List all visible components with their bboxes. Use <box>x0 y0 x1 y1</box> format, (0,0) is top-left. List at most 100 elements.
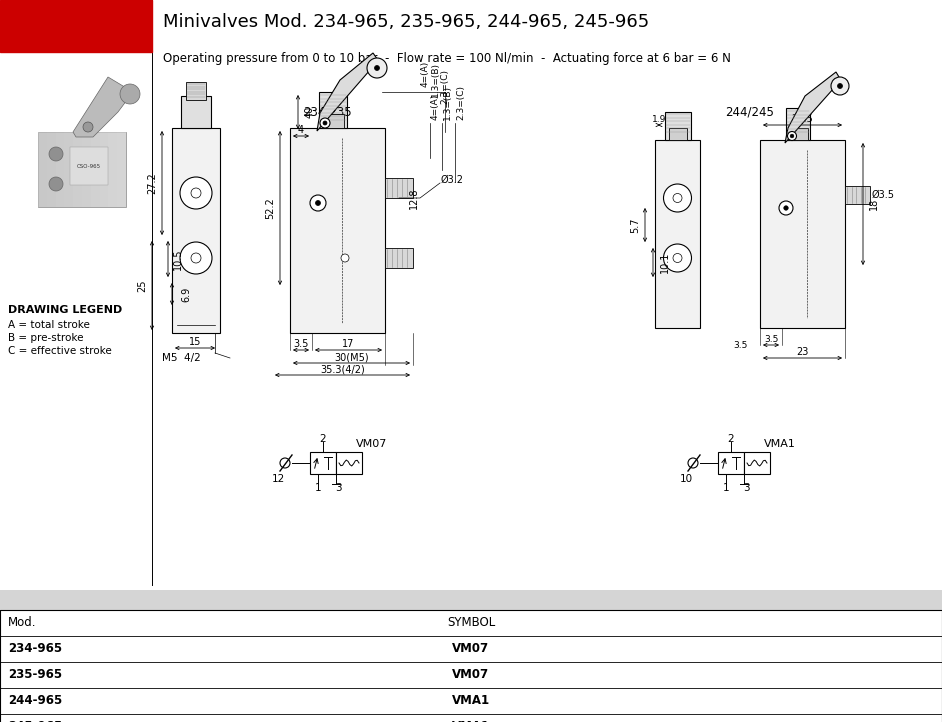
Text: 10.5: 10.5 <box>173 248 183 270</box>
Text: 35.3(4/2): 35.3(4/2) <box>320 364 365 374</box>
Bar <box>760 140 845 328</box>
Bar <box>100 132 108 207</box>
Text: 3.5: 3.5 <box>764 334 778 344</box>
Text: 244-965: 244-965 <box>8 695 62 708</box>
Circle shape <box>779 201 793 215</box>
Polygon shape <box>73 77 133 137</box>
Text: 234-965: 234-965 <box>8 643 62 656</box>
Text: 6.9: 6.9 <box>181 287 191 302</box>
Text: 2: 2 <box>319 434 326 444</box>
Text: CSO-965: CSO-965 <box>77 163 101 168</box>
Bar <box>70 147 108 185</box>
Text: VMA1: VMA1 <box>764 439 796 449</box>
Text: 3: 3 <box>742 483 749 493</box>
Circle shape <box>316 201 320 206</box>
Bar <box>181 96 211 128</box>
Text: Operating pressure from 0 to 10 bar  -  Flow rate = 100 Nl/min  -  Actuating for: Operating pressure from 0 to 10 bar - Fl… <box>163 52 731 65</box>
Text: 18: 18 <box>869 198 879 210</box>
Text: M5  4/2: M5 4/2 <box>162 353 201 363</box>
Circle shape <box>788 131 797 141</box>
Text: 17: 17 <box>342 339 355 349</box>
Text: SYMBOL: SYMBOL <box>447 617 495 630</box>
Text: 245-965: 245-965 <box>8 721 62 722</box>
Text: 244/245: 244/245 <box>725 105 774 118</box>
Text: VM07: VM07 <box>452 643 490 656</box>
Circle shape <box>790 134 794 138</box>
Text: 235-965: 235-965 <box>8 669 62 682</box>
Circle shape <box>663 244 691 272</box>
Circle shape <box>673 193 682 202</box>
Bar <box>186 82 206 100</box>
Bar <box>64 132 73 207</box>
Circle shape <box>831 77 849 95</box>
Bar <box>385 178 413 198</box>
Bar <box>290 128 385 333</box>
Text: 4=(A): 4=(A) <box>420 61 430 87</box>
Bar <box>0 610 942 722</box>
Bar <box>56 132 64 207</box>
Circle shape <box>120 84 140 104</box>
Circle shape <box>191 253 201 263</box>
Text: 2: 2 <box>727 434 735 444</box>
Text: 4=(A): 4=(A) <box>431 94 440 120</box>
Bar <box>8 62 148 237</box>
Text: 15: 15 <box>188 337 202 347</box>
Bar <box>47 132 56 207</box>
Bar <box>664 112 690 140</box>
Text: VMA1: VMA1 <box>452 721 490 722</box>
Text: Minivalves Mod. 234-965, 235-965, 244-965, 245-965: Minivalves Mod. 234-965, 235-965, 244-96… <box>163 13 649 31</box>
Bar <box>718 452 744 474</box>
Text: Ø3.5: Ø3.5 <box>872 190 895 200</box>
Text: 1: 1 <box>315 483 321 493</box>
Text: 1.3=(B): 1.3=(B) <box>443 85 452 120</box>
Text: 52.2: 52.2 <box>265 197 275 219</box>
Bar <box>336 452 362 474</box>
Text: 3.5: 3.5 <box>293 339 309 349</box>
Circle shape <box>310 195 326 211</box>
Bar <box>108 132 117 207</box>
Text: 25: 25 <box>137 279 147 292</box>
Bar <box>318 92 347 128</box>
Text: 27.5: 27.5 <box>791 114 813 124</box>
Bar <box>786 108 809 140</box>
Circle shape <box>180 242 212 274</box>
Polygon shape <box>785 72 842 143</box>
Circle shape <box>49 177 63 191</box>
Circle shape <box>688 458 698 468</box>
Polygon shape <box>317 53 380 131</box>
Bar <box>788 128 807 140</box>
Bar <box>172 128 220 333</box>
Circle shape <box>341 254 349 262</box>
Bar <box>744 452 770 474</box>
Bar <box>117 132 126 207</box>
Text: 12: 12 <box>271 474 284 484</box>
Circle shape <box>375 66 380 71</box>
Bar <box>82 132 90 207</box>
Text: 12.8: 12.8 <box>409 187 419 209</box>
Circle shape <box>663 184 691 212</box>
Text: 1: 1 <box>723 483 729 493</box>
Text: 40: 40 <box>305 106 315 118</box>
Circle shape <box>784 206 788 210</box>
Text: 2.3=(C): 2.3=(C) <box>456 85 465 120</box>
Text: Ø3.2: Ø3.2 <box>441 175 464 185</box>
Text: B = pre-stroke: B = pre-stroke <box>8 333 84 343</box>
Text: C = effective stroke: C = effective stroke <box>8 346 112 356</box>
Bar <box>385 248 413 268</box>
Text: 10: 10 <box>679 474 692 484</box>
Bar <box>321 114 344 128</box>
Circle shape <box>49 147 63 161</box>
Circle shape <box>180 177 212 209</box>
Text: 3: 3 <box>334 483 341 493</box>
Circle shape <box>280 458 290 468</box>
Text: 23: 23 <box>796 347 808 357</box>
Bar <box>655 140 700 328</box>
Text: 10.1: 10.1 <box>660 252 670 273</box>
Text: Mod.: Mod. <box>8 617 37 630</box>
Bar <box>845 186 870 204</box>
Bar <box>669 128 687 140</box>
Text: 1.9: 1.9 <box>652 115 666 123</box>
Text: 3.5: 3.5 <box>733 341 747 349</box>
Text: 2.3=(C): 2.3=(C) <box>441 69 449 104</box>
Text: 234/235: 234/235 <box>303 105 351 118</box>
